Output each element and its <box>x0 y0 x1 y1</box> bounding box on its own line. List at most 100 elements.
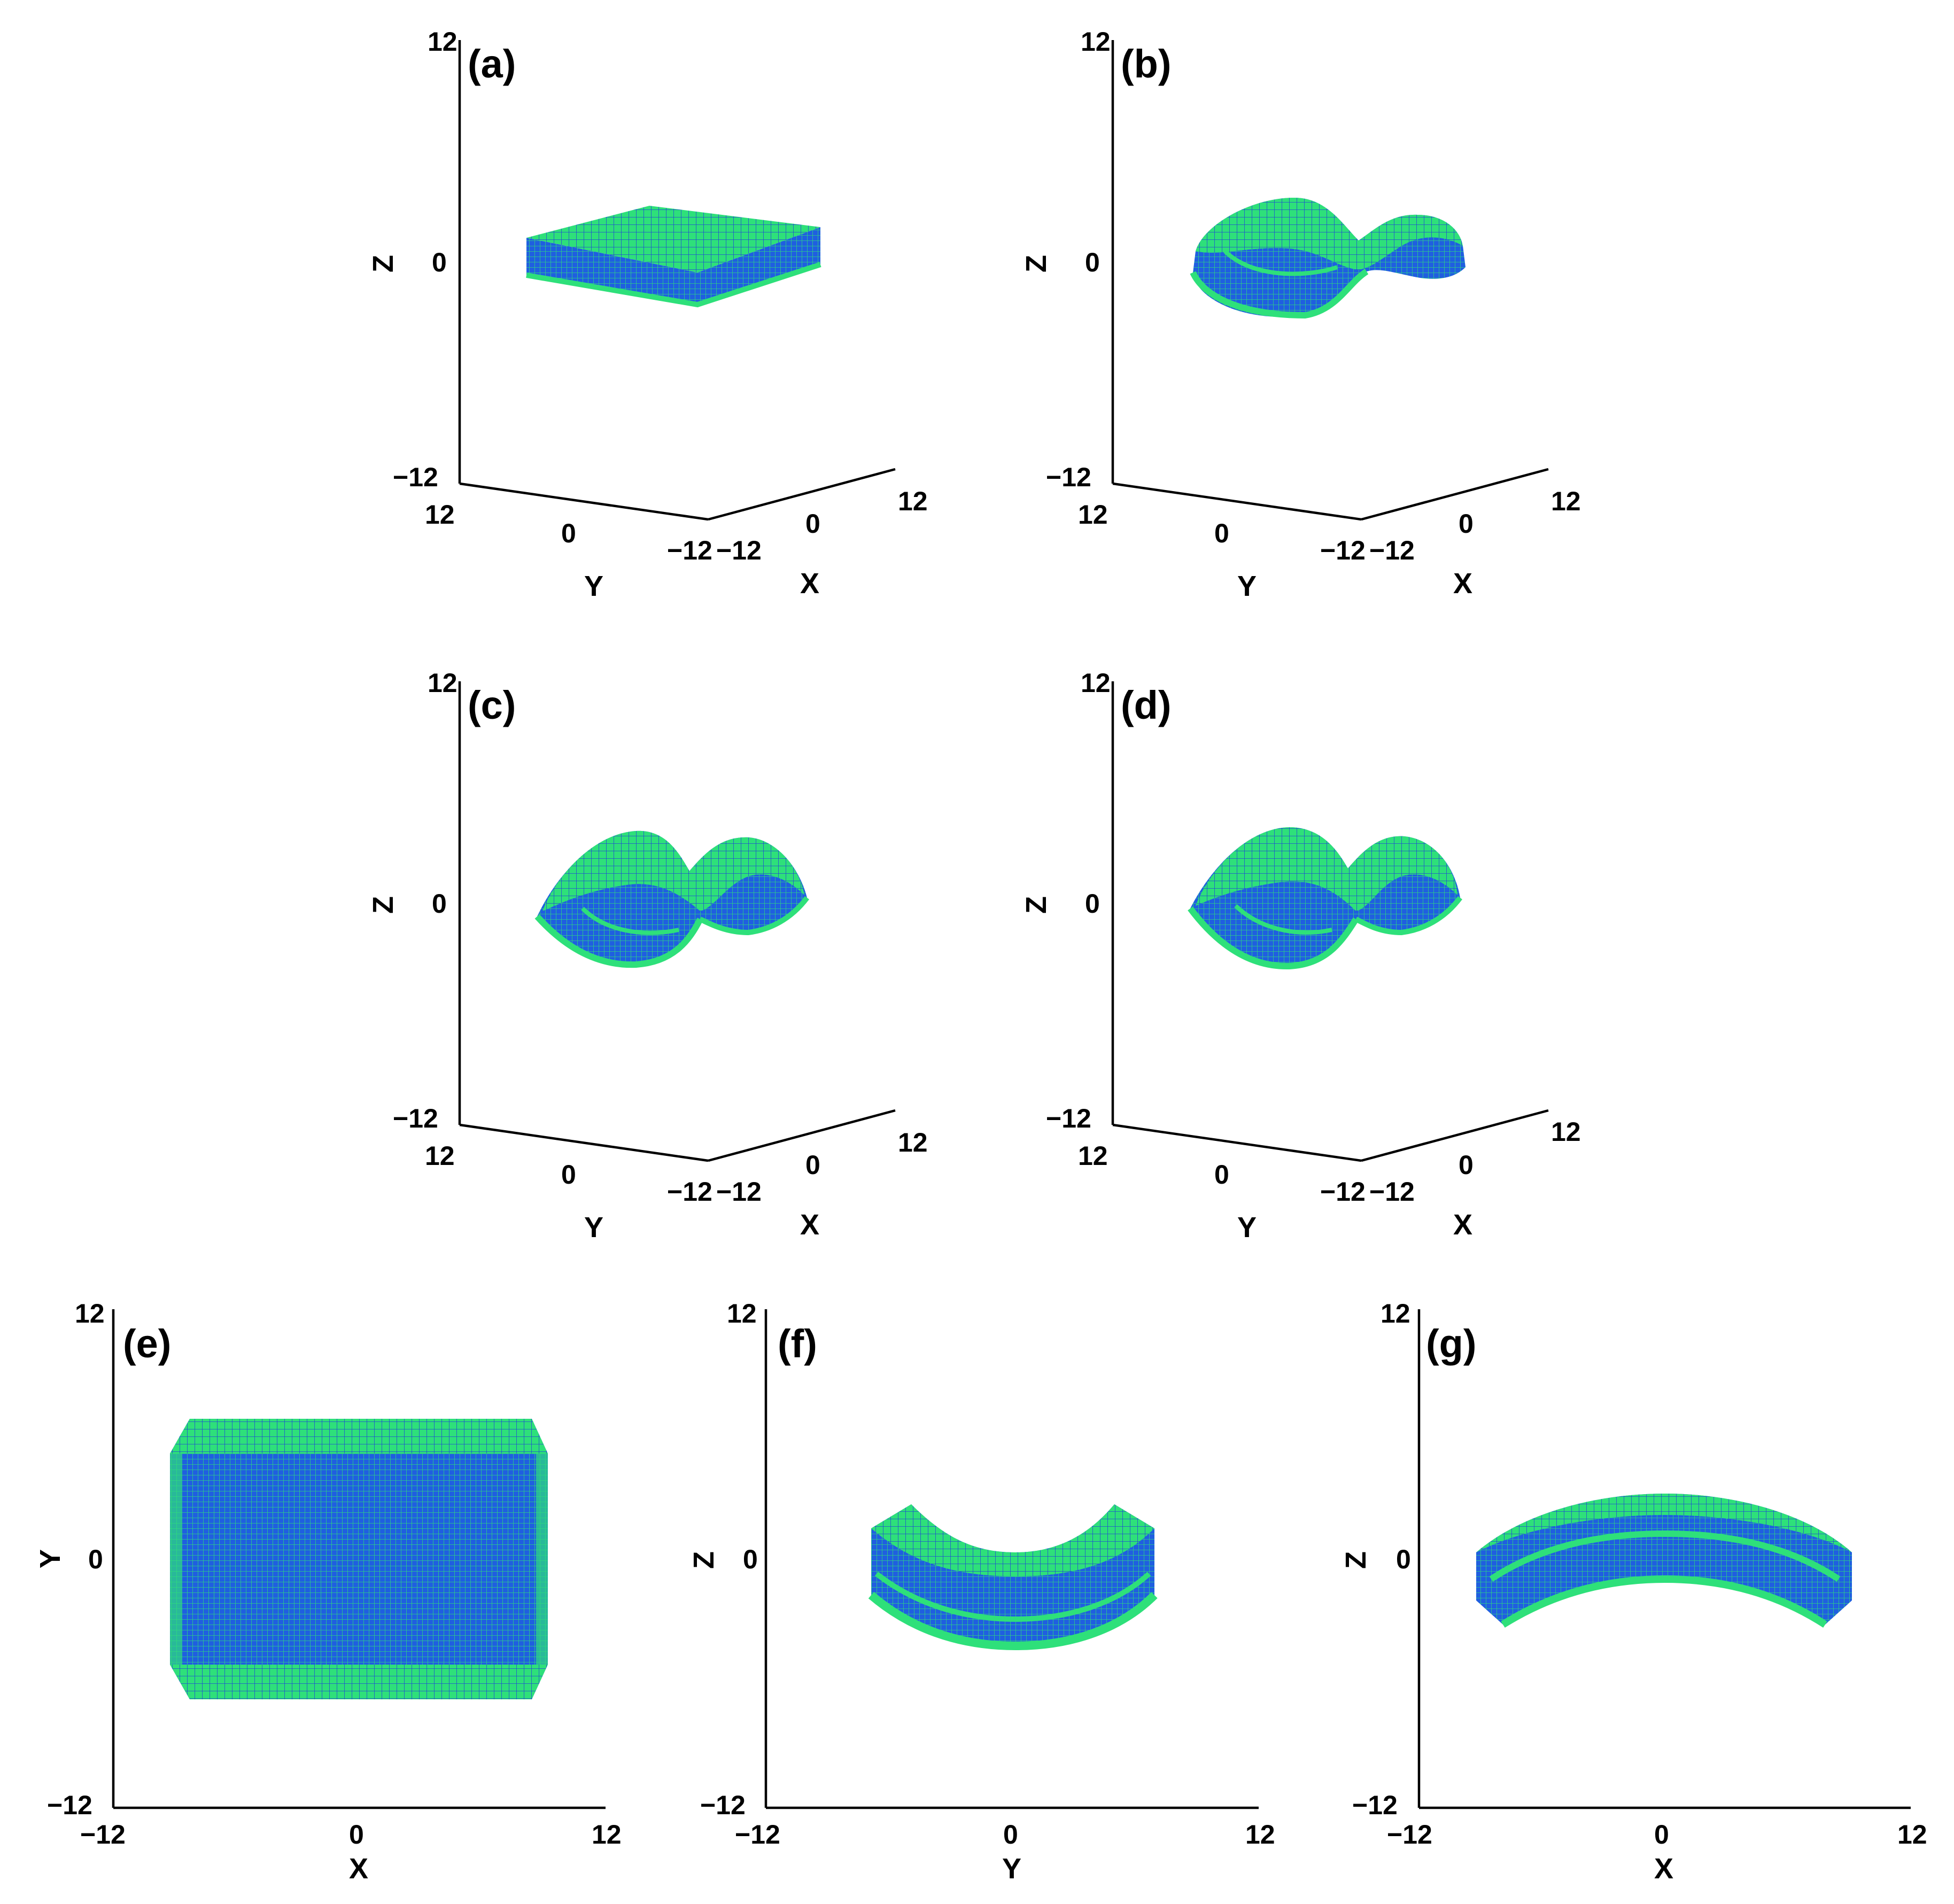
y-tick-mid: 0 <box>88 1544 103 1574</box>
y-tick-top: 12 <box>727 1299 757 1328</box>
x-axis-label: Y <box>1002 1853 1021 1885</box>
x-tick-mid: 0 <box>805 1150 820 1180</box>
x-tick-mid: 0 <box>805 509 820 539</box>
x-tick-left: −12 <box>735 1820 780 1849</box>
x-tick-left: −12 <box>1387 1820 1432 1849</box>
x-axis <box>1361 1109 1549 1162</box>
panel-label: (e) <box>123 1322 171 1366</box>
y-tick-bottom: −12 <box>700 1790 746 1820</box>
panel-label: (c) <box>468 683 516 727</box>
panel-label: (g) <box>1426 1322 1477 1366</box>
x-axis-label: X <box>1654 1853 1673 1885</box>
z-axis-label: Z <box>1020 255 1052 273</box>
y-tick-left: 12 <box>1078 500 1108 530</box>
y-tick-mid: 0 <box>1214 518 1229 548</box>
y-tick-left: 12 <box>425 1141 455 1171</box>
y-tick-mid: 0 <box>1396 1544 1411 1574</box>
x-axis-label: X <box>1453 568 1472 600</box>
y-tick-right: −12 <box>1320 535 1366 565</box>
z-axis-label: Z <box>367 255 399 273</box>
z-tick-bottom: −12 <box>1046 1103 1091 1133</box>
surface-double-dome <box>1188 827 1462 970</box>
surface-flat-plate <box>526 206 821 308</box>
z-tick-bottom: −12 <box>393 462 438 492</box>
y-axis-label: Y <box>584 570 603 602</box>
x-tick-left: −12 <box>80 1820 126 1849</box>
y-tick-right: −12 <box>667 535 712 565</box>
x-tick-mid: 0 <box>1459 509 1474 539</box>
z-tick-bottom: −12 <box>1046 462 1091 492</box>
x-axis-label: X <box>1453 1209 1472 1241</box>
x-tick-right: 12 <box>592 1820 622 1849</box>
panel-f: (f) 12 0 −12 Z −12 0 12 Y <box>688 1299 1275 1885</box>
x-tick-right: 12 <box>898 1128 928 1157</box>
y-axis-label: Z <box>1340 1551 1372 1569</box>
x-tick-right: 12 <box>1245 1820 1275 1849</box>
x-tick-left: −12 <box>1369 535 1415 565</box>
y-tick-mid: 0 <box>561 1160 576 1190</box>
panel-a: (a) 12 0 −12 Z 12 0 −12 Y −12 0 12 X <box>367 27 928 602</box>
y-axis-label: Y <box>34 1549 66 1568</box>
y-tick-mid: 0 <box>743 1544 758 1574</box>
y-tick-right: −12 <box>1320 1177 1366 1207</box>
z-tick-bottom: −12 <box>393 1103 438 1133</box>
surface-bent-dumbbell <box>1190 198 1466 319</box>
x-axis <box>1361 468 1549 521</box>
x-tick-right: 12 <box>1551 486 1581 516</box>
z-axis-label: Z <box>1020 896 1052 914</box>
y-tick-mid: 0 <box>1214 1160 1229 1190</box>
y-tick-bottom: −12 <box>47 1790 92 1820</box>
x-tick-mid: 0 <box>1003 1820 1018 1849</box>
z-tick-mid: 0 <box>432 889 447 919</box>
y-axis <box>1112 1123 1362 1162</box>
y-tick-left: 12 <box>425 500 455 530</box>
panel-c: (c) 12 0 −12 Z 12 0 −12 Y −12 0 12 X <box>367 668 928 1244</box>
x-tick-left: −12 <box>716 1177 762 1207</box>
panel-label: (f) <box>778 1322 817 1366</box>
x-axis-label: X <box>349 1853 368 1885</box>
surface-double-dome <box>534 830 809 968</box>
y-axis-label: Y <box>584 1211 603 1244</box>
x-axis <box>708 1109 896 1162</box>
y-tick-bottom: −12 <box>1352 1790 1398 1820</box>
x-axis-label: X <box>800 568 819 600</box>
surface-arc-down <box>1476 1494 1852 1628</box>
y-tick-right: −12 <box>667 1177 712 1207</box>
surface-arc-up <box>868 1504 1158 1651</box>
z-axis-label: Z <box>367 896 399 914</box>
x-tick-right: 12 <box>1551 1117 1581 1147</box>
y-tick-mid: 0 <box>561 518 576 548</box>
surface-rectangle <box>170 1419 548 1699</box>
y-axis-label: Z <box>688 1551 720 1569</box>
x-tick-mid: 0 <box>1654 1820 1669 1849</box>
y-axis-label: Y <box>1237 1211 1257 1244</box>
x-axis-label: X <box>800 1209 819 1241</box>
x-tick-right: 12 <box>1897 1820 1927 1849</box>
z-tick-top: 12 <box>1081 27 1111 57</box>
panel-b: (b) 12 0 −12 Z 12 0 −12 Y −12 0 12 X <box>1020 27 1581 602</box>
x-tick-left: −12 <box>1369 1177 1415 1207</box>
y-axis <box>1112 482 1362 521</box>
y-tick-top: 12 <box>1381 1299 1410 1328</box>
panel-g: (g) 12 0 −12 Z −12 0 12 X <box>1340 1299 1927 1885</box>
y-axis <box>459 482 709 521</box>
panel-e: (e) 12 0 −12 Y −12 0 12 X <box>34 1299 622 1885</box>
y-tick-top: 12 <box>75 1299 105 1328</box>
z-tick-mid: 0 <box>1085 889 1100 919</box>
y-axis-label: Y <box>1237 570 1257 602</box>
x-tick-mid: 0 <box>1459 1150 1474 1180</box>
x-tick-left: −12 <box>716 535 762 565</box>
x-tick-mid: 0 <box>349 1820 364 1849</box>
z-tick-top: 12 <box>1081 668 1111 698</box>
z-tick-top: 12 <box>428 27 458 57</box>
z-tick-top: 12 <box>428 668 458 698</box>
z-tick-mid: 0 <box>1085 247 1100 277</box>
z-tick-mid: 0 <box>432 247 447 277</box>
panel-label: (d) <box>1121 683 1172 727</box>
x-axis <box>708 468 896 521</box>
y-axis <box>459 1123 709 1162</box>
panel-label: (b) <box>1121 42 1172 86</box>
x-tick-right: 12 <box>898 486 928 516</box>
panel-d: (d) 12 0 −12 Z 12 0 −12 Y −12 0 12 X <box>1020 668 1581 1244</box>
